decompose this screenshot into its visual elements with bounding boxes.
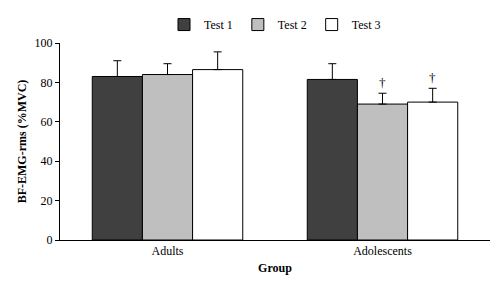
svg-text:0: 0 xyxy=(47,233,53,247)
svg-text:Adults: Adults xyxy=(151,244,183,258)
svg-text:Test 2: Test 2 xyxy=(278,18,307,32)
svg-text:BF-EMG-rms (%MVC): BF-EMG-rms (%MVC) xyxy=(15,80,29,204)
svg-text:†: † xyxy=(429,70,436,85)
svg-text:†: † xyxy=(379,75,386,90)
svg-text:60: 60 xyxy=(41,115,53,129)
svg-text:Adolescents: Adolescents xyxy=(353,244,412,258)
svg-text:Test 3: Test 3 xyxy=(352,18,381,32)
svg-text:80: 80 xyxy=(41,76,53,90)
svg-text:100: 100 xyxy=(35,36,53,50)
svg-text:20: 20 xyxy=(41,194,53,208)
svg-text:Group: Group xyxy=(258,261,292,275)
svg-text:Test 1: Test 1 xyxy=(204,18,233,32)
svg-text:40: 40 xyxy=(41,154,53,168)
